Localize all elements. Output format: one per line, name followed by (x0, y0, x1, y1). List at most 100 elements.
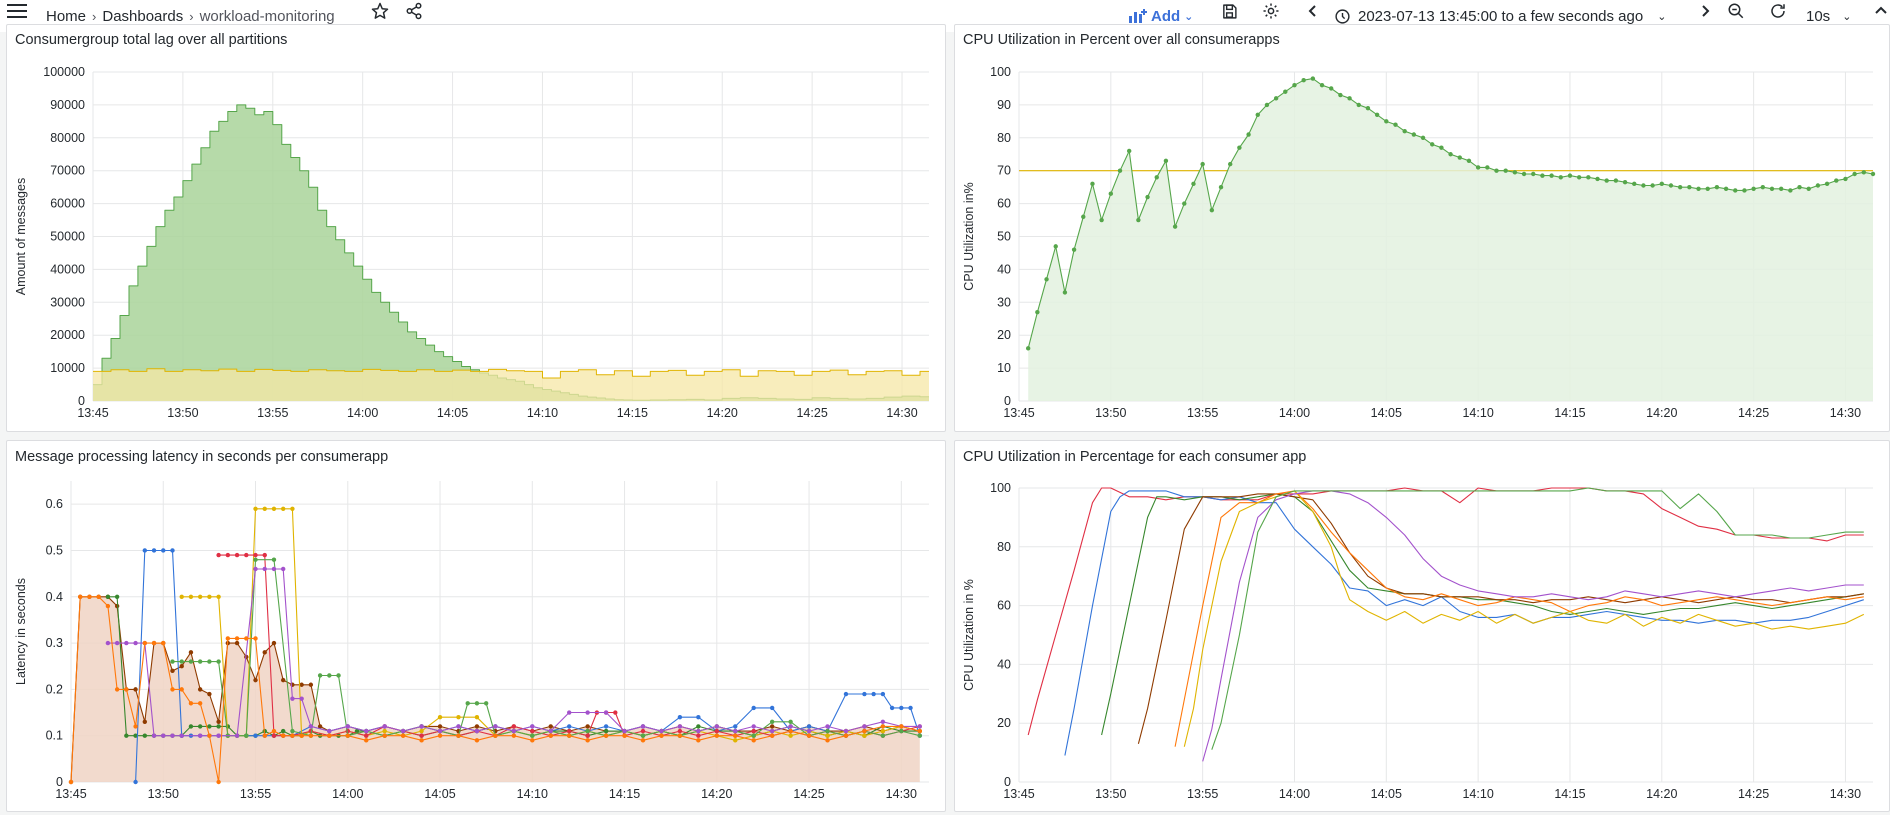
x-tick-label: 14:30 (886, 787, 917, 801)
data-point (271, 557, 277, 562)
data-point (253, 552, 258, 558)
data-point (197, 701, 203, 706)
time-range-forward-icon[interactable] (1694, 0, 1716, 22)
refresh-interval-label: 10s (1806, 7, 1831, 25)
data-point (161, 548, 166, 553)
data-point (843, 733, 849, 738)
data-point (603, 728, 609, 734)
data-point (1163, 158, 1169, 164)
chevron-down-icon: ⌄ (1842, 10, 1852, 23)
data-point (659, 733, 664, 738)
add-panel-button[interactable]: Add ⌄ (1128, 0, 1193, 32)
refresh-interval-picker[interactable]: 10s ⌄ (1806, 0, 1851, 32)
panel-cpu-each[interactable]: CPU Utilization in Percentage for each c… (954, 440, 1890, 812)
data-point (640, 724, 646, 729)
data-point (530, 733, 535, 738)
gear-icon[interactable] (1260, 0, 1282, 22)
data-point (1503, 168, 1508, 173)
time-range-picker[interactable]: 2023-07-13 13:45:00 to a few seconds ago… (1334, 0, 1666, 32)
data-point (1650, 183, 1655, 188)
data-point (677, 714, 683, 720)
save-icon[interactable] (1218, 0, 1240, 22)
data-point (1301, 78, 1306, 83)
data-point (87, 594, 92, 599)
data-point (234, 636, 240, 641)
data-point (1540, 173, 1545, 178)
series-line (218, 554, 920, 737)
y-tick-label: 10 (997, 361, 1011, 375)
star-icon[interactable] (369, 0, 391, 22)
clock-icon (1335, 8, 1350, 24)
data-point (271, 506, 277, 511)
data-point (419, 733, 424, 738)
data-point (880, 733, 886, 738)
data-point (271, 640, 277, 646)
breadcrumb-home[interactable]: Home (46, 7, 87, 25)
hamburger-menu-icon[interactable] (6, 0, 28, 22)
x-tick-label: 14:20 (701, 787, 732, 801)
y-tick-label: 0.4 (46, 590, 63, 604)
chevron-down-icon: ⌄ (1657, 10, 1667, 23)
data-point (1815, 183, 1821, 188)
data-point (1843, 176, 1848, 182)
data-point (234, 552, 240, 558)
data-point (179, 659, 184, 664)
data-point (1586, 175, 1591, 180)
breadcrumb-current-dashboard: workload-monitoring (199, 7, 335, 25)
data-point (308, 724, 314, 729)
data-point (262, 650, 267, 655)
data-point (899, 728, 904, 734)
data-point (1136, 217, 1141, 223)
series-line (181, 508, 920, 741)
y-axis-label: Amount of messages (14, 178, 28, 295)
x-tick-label: 14:25 (796, 406, 827, 420)
breadcrumb: Home › Dashboards › workload-monitoring (46, 0, 335, 32)
data-point (1531, 171, 1536, 177)
add-chart-icon (1129, 9, 1147, 23)
collapse-toolbar-icon[interactable] (1870, 0, 1890, 22)
x-tick-label: 14:25 (1738, 406, 1769, 420)
breadcrumb-dashboards[interactable]: Dashboards (102, 7, 184, 25)
data-point (68, 779, 74, 785)
data-point (437, 724, 443, 729)
panel-latency[interactable]: Message processing latency in seconds pe… (6, 440, 946, 812)
data-point (862, 728, 867, 734)
x-tick-label: 14:00 (332, 787, 363, 801)
y-tick-label: 40000 (50, 262, 85, 276)
y-tick-label: 0 (78, 394, 85, 408)
series-line (1137, 493, 1864, 744)
y-tick-label: 80 (997, 131, 1011, 145)
zoom-out-icon[interactable] (1725, 0, 1747, 22)
data-point (419, 738, 424, 743)
data-point (714, 728, 720, 734)
data-point (114, 687, 120, 692)
data-point (1668, 183, 1674, 188)
data-point (1687, 184, 1692, 190)
data-point (1356, 102, 1361, 108)
data-point (483, 701, 489, 706)
share-icon[interactable] (403, 0, 425, 22)
data-point (133, 640, 138, 646)
data-point (880, 691, 886, 697)
time-range-label: 2023-07-13 13:45:00 to a few seconds ago (1358, 7, 1644, 25)
panel-consumergroup-lag[interactable]: Consumergroup total lag over all partiti… (6, 24, 946, 432)
data-point (364, 728, 369, 734)
data-point (566, 728, 572, 734)
data-point (133, 779, 138, 785)
panel-cpu-total[interactable]: CPU Utilization in Percent over all cons… (954, 24, 1890, 432)
data-point (1723, 186, 1729, 191)
data-point (290, 696, 295, 701)
data-point (382, 724, 387, 729)
series-line (1183, 490, 1865, 747)
refresh-icon[interactable] (1767, 0, 1789, 22)
data-point (474, 738, 480, 743)
data-point (317, 724, 323, 729)
data-point (1834, 178, 1839, 183)
data-point (1228, 161, 1233, 167)
series-line (1027, 487, 1864, 736)
data-point (188, 650, 194, 655)
data-point (1200, 161, 1205, 167)
data-point (1374, 112, 1380, 117)
data-point (170, 687, 175, 692)
time-range-back-icon[interactable] (1302, 0, 1324, 22)
